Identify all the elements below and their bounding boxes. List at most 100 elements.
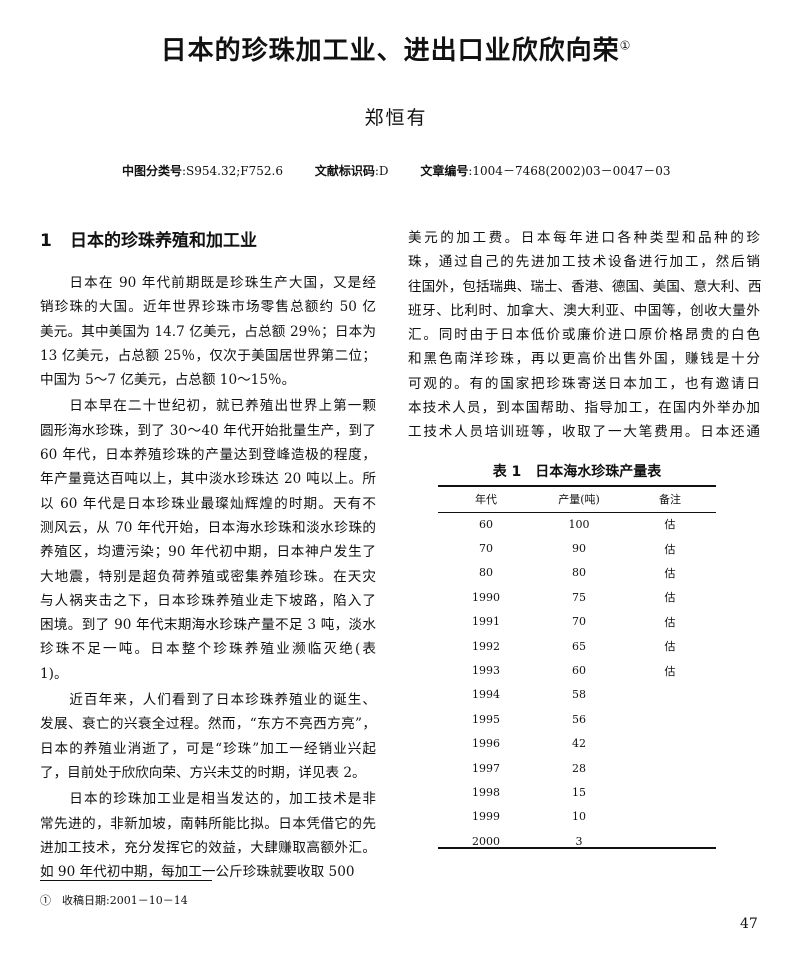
text-line: 日本在 90 年代前期既是珍珠生产大国，又是经 <box>40 275 376 291</box>
text-line: 美元的加工费。日本每年进口各种类型和品种的珍 <box>408 230 760 246</box>
footnote: ① 收稿日期:2001－10－14 <box>40 894 188 907</box>
paragraph: 美元的加工费。日本每年进口各种类型和品种的珍 珠，通过自己的先进加工技术设备进行加… <box>408 226 762 445</box>
text-line: 发展、衰亡的兴衰全过程。然而，“东方不亮西方亮”， <box>40 716 376 733</box>
year-cell: 1994 <box>472 688 500 702</box>
output-cell: 70 <box>572 615 586 629</box>
text-line: 近百年来，人们看到了日本珍珠养殖业的诞生、 <box>40 692 376 709</box>
note-cell: 估 <box>664 664 676 678</box>
text-line: 工技术人员培训班等，收取了一大笔费用。日本还通 <box>408 424 760 441</box>
output-cell: 15 <box>572 785 586 799</box>
table-row: 60 100 估 <box>438 512 716 536</box>
text-line: 年产量竟达百吨以上，其中淡水珍珠达 20 吨以上。所 <box>40 471 376 488</box>
year-cell: 80 <box>479 566 493 580</box>
text-line: 13 亿美元，占总额 25％，仅次于美国居世界第二位； <box>40 347 376 364</box>
section-number: 1 <box>40 231 52 251</box>
output-cell: 3 <box>575 834 583 848</box>
production-table: 年代 产量(吨) 备注 60 100 估 70 90 估 80 80 估 1990 75 估 1991 7… <box>438 486 716 853</box>
text-line: 销珍珠的大国。近年世界珍珠市场零售总额约 50 亿 <box>40 299 376 316</box>
year-cell: 1998 <box>472 785 500 799</box>
page-number: 47 <box>740 916 758 932</box>
article-title: 日本的珍珠加工业、进出口业欣欣向荣① <box>0 30 792 67</box>
text-line: 困境。到了 90 年代末期海水珍珠产量不足 3 吨，淡水 <box>40 617 376 634</box>
text-line: 大地震，特别是超负荷养殖或密集养殖珍珠。在天灾 <box>40 568 376 585</box>
paragraph: 日本早在二十世纪初，就已养殖出世界上第一颗 圆形海水珍珠，到了 30～40 年代开… <box>40 394 376 686</box>
table-row: 1999 10 <box>438 805 716 829</box>
year-cell: 1990 <box>472 590 500 604</box>
year-cell: 1995 <box>472 712 500 726</box>
table-row: 1990 75 估 <box>438 585 716 609</box>
table-bottom-rule <box>438 847 716 849</box>
title-footnote-mark: ① <box>619 38 632 53</box>
table-row: 70 90 估 <box>438 536 716 560</box>
text-line: 班牙、比利时、加拿大、澳大利亚、中国等，创收大量外 <box>408 302 760 319</box>
article-number-value: :1004－7468(2002)03－0047－03 <box>468 164 671 178</box>
text-line: 1)。 <box>40 665 68 682</box>
header-year: 年代 <box>475 493 497 506</box>
output-cell: 10 <box>572 810 586 824</box>
article-meta: 中图分类号:S954.32;F752.6 文献标识码:D 文章编号:1004－7… <box>122 162 670 179</box>
text-line: 测风云，从 70 年代开始，日本海水珍珠和淡水珍珠的 <box>40 519 376 536</box>
text-line: 与人祸夹击之下，日本珍珠养殖业走下坡路，陷入了 <box>40 592 376 609</box>
table-title: 表 1 日本海水珍珠产量表 <box>492 464 662 480</box>
text-line: 珍珠不足一吨。日本整个珍珠养殖业濒临灭绝(表 <box>40 641 376 658</box>
text-line: 如 90 年代初中期，每加工一公斤珍珠就要收取 500 <box>40 864 355 881</box>
text-line: 可观的。有的国家把珍珠寄送日本加工，也有邀请日 <box>408 375 760 392</box>
text-line: 日本的珍珠加工业是相当发达的，加工技术是非 <box>40 791 376 808</box>
table-header-row: 年代 产量(吨) 备注 <box>438 486 716 512</box>
clc-value: :S954.32;F752.6 <box>182 164 283 178</box>
year-cell: 1991 <box>472 615 500 629</box>
output-cell: 75 <box>572 590 586 604</box>
text-line: 往国外，包括瑞典、瑞士、香港、德国、美国、意大利、西 <box>408 278 762 295</box>
table-row: 1992 65 估 <box>438 634 716 658</box>
table-row: 1997 28 <box>438 756 716 780</box>
year-cell: 1997 <box>472 761 500 775</box>
note-cell: 估 <box>664 640 676 654</box>
article-number-label: 文章编号 <box>420 164 469 178</box>
text-line: 汇。同时由于日本低价或廉价进口原价格昂贵的白色 <box>408 327 760 344</box>
text-line: 了，目前处于欣欣向荣、方兴未艾的时期，详见表 2。 <box>40 764 366 781</box>
text-line: 常先进的，非新加坡，南韩所能比拟。日本凭借它的先 <box>40 815 376 832</box>
author: 郑恒有 <box>364 107 428 129</box>
text-line: 中国为 5～7 亿美元，占总额 10～15％。 <box>40 372 296 389</box>
text-line: 进加工技术，充分发挥它的效益，大肆赚取高额外汇。 <box>40 839 376 856</box>
footnote-divider <box>40 880 212 881</box>
table-row: 1996 42 <box>438 732 716 756</box>
left-column: 日本在 90 年代前期既是珍珠生产大国，又是经 销珍珠的大国。近年世界珍珠市场零售… <box>40 271 376 886</box>
paragraph: 近百年来，人们看到了日本珍珠养殖业的诞生、 发展、衰亡的兴衰全过程。然而，“东方不… <box>40 688 376 785</box>
table-row: 1994 58 <box>438 683 716 707</box>
note-cell: 估 <box>664 591 676 605</box>
note-cell: 估 <box>664 615 676 629</box>
note-cell: 估 <box>664 518 676 532</box>
table-top-rule <box>438 485 716 487</box>
year-cell: 1992 <box>472 639 500 653</box>
title-text: 日本的珍珠加工业、进出口业欣欣向荣 <box>160 36 620 66</box>
text-line: 养殖区，均遭污染；90 年代初中期，日本神户发生了 <box>40 544 376 561</box>
table-row: 2000 3 <box>438 829 716 853</box>
table-row: 1998 15 <box>438 780 716 804</box>
section-heading: 1 日本的珍珠养殖和加工业 <box>40 226 257 251</box>
doc-code-value: :D <box>374 164 389 178</box>
paragraph: 日本的珍珠加工业是相当发达的，加工技术是非 常先进的，非新加坡，南韩所能比拟。日本… <box>40 787 376 884</box>
paragraph: 日本在 90 年代前期既是珍珠生产大国，又是经 销珍珠的大国。近年世界珍珠市场零售… <box>40 271 376 392</box>
text-line: 日本的养殖业消逝了，可是“珍珠”加工一经销业兴起 <box>40 740 376 757</box>
text-line: 60 年代，日本养殖珍珠的产量达到登峰造极的程度， <box>40 447 376 464</box>
section-title: 日本的珍珠养殖和加工业 <box>70 231 257 251</box>
text-line: 和黑色南洋珍珠，再以更高价出售外国，赚钱是十分 <box>408 351 760 368</box>
output-cell: 28 <box>572 761 586 775</box>
year-cell: 1999 <box>472 810 500 824</box>
text-line: 美元。其中美国为 14.7 亿美元，占总额 29％；日本为 <box>40 323 376 340</box>
output-cell: 80 <box>572 566 586 580</box>
year-cell: 1996 <box>472 737 500 751</box>
table-row: 80 80 估 <box>438 561 716 585</box>
output-cell: 42 <box>572 737 586 751</box>
output-cell: 65 <box>572 639 586 653</box>
output-cell: 58 <box>572 688 586 702</box>
header-note: 备注 <box>659 493 681 506</box>
doc-code-label: 文献标识码 <box>314 164 375 178</box>
year-cell: 60 <box>479 517 493 531</box>
clc-label: 中图分类号 <box>122 164 183 178</box>
year-cell: 2000 <box>472 834 500 848</box>
table-header-rule <box>438 512 716 513</box>
note-cell: 估 <box>664 566 676 580</box>
